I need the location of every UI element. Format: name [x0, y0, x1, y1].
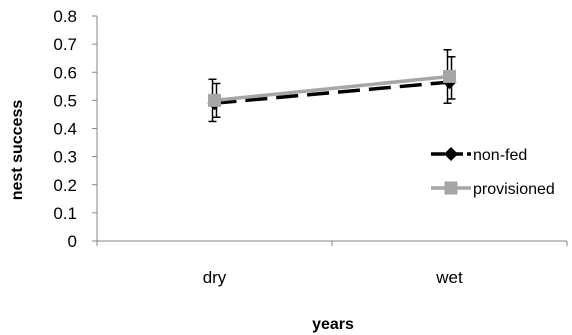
- y-tick-label: 0.2: [53, 176, 77, 195]
- series-line: [214, 80, 450, 105]
- y-tick-label: 0.1: [53, 204, 77, 223]
- y-tick-label: 0: [68, 232, 77, 251]
- legend-marker: [444, 181, 458, 195]
- y-tick-label: 0.5: [53, 91, 77, 110]
- series-non-fed: [207, 49, 457, 123]
- x-axis-title: years: [312, 316, 354, 333]
- y-tick-label: 0.8: [53, 7, 77, 26]
- legend-marker: [444, 147, 458, 161]
- series-line: [214, 74, 450, 103]
- legend-label: provisioned: [473, 181, 555, 198]
- legend-item: provisioned: [431, 181, 555, 198]
- y-tick-label: 0.7: [53, 35, 77, 54]
- y-axis-title: nest success: [9, 100, 26, 201]
- y-tick-label: 0.4: [53, 120, 77, 139]
- series-layer: [207, 49, 457, 123]
- series-provisioned: [208, 56, 456, 118]
- x-tick-label: wet: [435, 268, 463, 287]
- y-axis: 0 0.1 0.2 0.3 0.4 0.5 0.6 0.7 0.8: [53, 7, 98, 251]
- data-point: [208, 93, 221, 107]
- x-tick-label: dry: [203, 268, 227, 287]
- legend: non-fed provisioned: [431, 147, 555, 198]
- y-tick-label: 0.6: [53, 63, 77, 82]
- data-point: [443, 69, 456, 83]
- y-tick-label: 0.3: [53, 148, 77, 167]
- x-axis: dry wet: [96, 240, 568, 287]
- legend-label: non-fed: [473, 147, 527, 164]
- legend-item: non-fed: [431, 147, 527, 164]
